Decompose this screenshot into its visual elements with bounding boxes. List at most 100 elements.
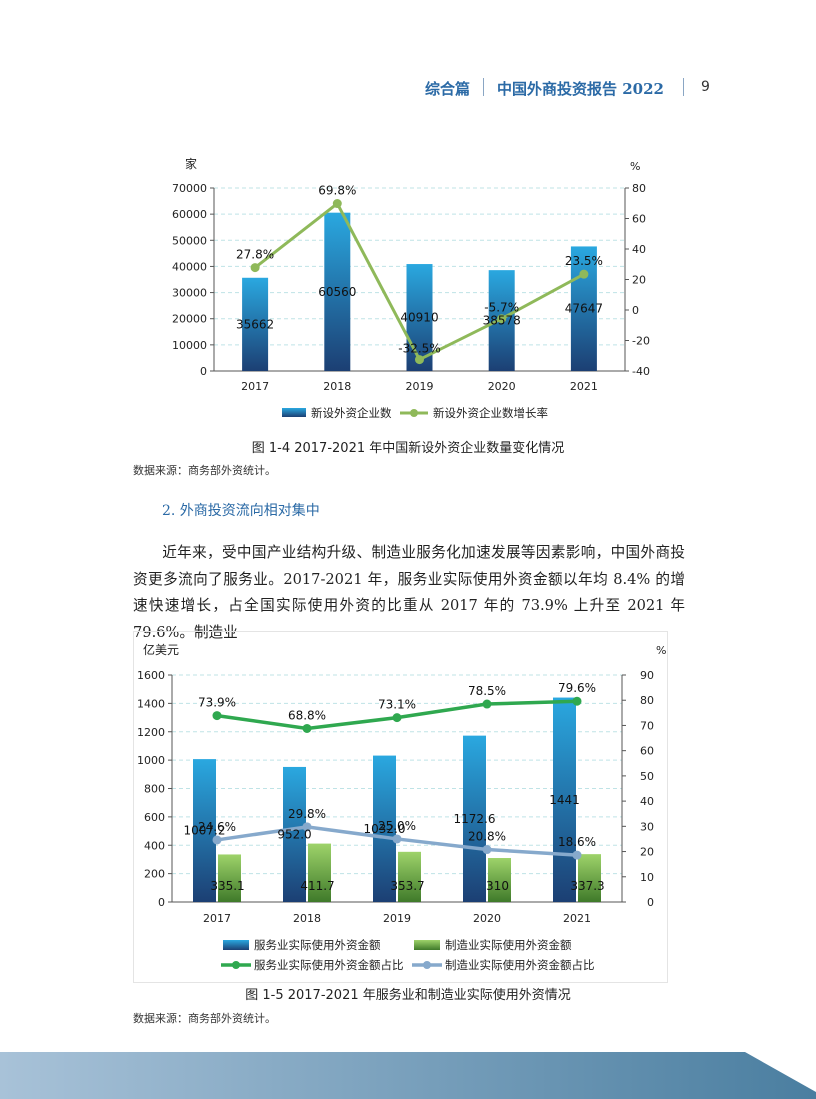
body-paragraph: 近年来，受中国产业结构升级、制造业服务化加速发展等因素影响，中国外商投资更多流向…	[133, 544, 685, 641]
left-axis-tick-label: 200	[144, 868, 165, 881]
figure-1-source: 数据来源：商务部外资统计。	[133, 464, 276, 477]
line-data-label: 23.5%	[565, 254, 603, 268]
x-axis-tick-label: 2019	[406, 380, 434, 393]
line-data-label: 24.6%	[198, 820, 236, 834]
line-data-label: 68.8%	[288, 708, 326, 722]
right-axis-tick-label: 20	[640, 846, 654, 859]
left-axis-unit: 家	[185, 156, 197, 171]
left-axis-tick-label: 60000	[172, 208, 207, 221]
header-report-title: 中国外商投资报告 2022	[497, 80, 664, 98]
bar-manufacturing-fdi	[308, 843, 331, 902]
line-data-label: 18.6%	[558, 835, 596, 849]
right-axis-tick-label: 20	[632, 274, 646, 287]
left-axis-tick-label: 40000	[172, 260, 207, 273]
bar-services-fdi	[283, 766, 306, 902]
legend-label: 制造业实际使用外资金额占比	[445, 958, 595, 972]
bar-new-enterprises	[406, 264, 433, 371]
legend-swatch-marker	[423, 961, 431, 969]
left-axis-tick-label: 1000	[137, 754, 165, 767]
legend-label: 制造业实际使用外资金额	[445, 938, 572, 952]
legend-label: 新设外资企业数	[311, 406, 392, 420]
bar-services-fdi	[553, 697, 576, 902]
figure-2-caption: 图 1-5 2017-2021 年服务业和制造业实际使用外资情况	[245, 988, 571, 1003]
growth-rate-point	[579, 269, 589, 279]
bar-services-fdi	[193, 759, 216, 902]
x-axis-tick-label: 2018	[323, 380, 351, 393]
left-axis-unit: 亿美元	[143, 642, 179, 657]
services-share-line-point	[302, 723, 312, 733]
bar-data-label: 310	[486, 879, 509, 893]
bar-data-label: 1441	[549, 793, 580, 807]
right-axis-tick-label: 0	[647, 896, 654, 909]
services-share-line-point	[482, 699, 492, 709]
line-data-label: 73.1%	[378, 698, 416, 712]
right-axis-tick-label: 10	[640, 871, 654, 884]
manufacturing-share-line-point	[482, 845, 492, 855]
x-axis-tick-label: 2021	[570, 380, 598, 393]
line-data-label: 73.9%	[198, 696, 236, 710]
line-data-label: 27.8%	[236, 248, 274, 262]
bar-data-label: 335.1	[210, 879, 244, 893]
left-axis-tick-label: 10000	[172, 339, 207, 352]
right-axis-tick-label: 0	[632, 304, 639, 317]
left-axis-tick-label: 30000	[172, 287, 207, 300]
bar-manufacturing-fdi	[218, 854, 241, 902]
manufacturing-share-line-point	[572, 850, 582, 860]
bar-data-label: 1172.6	[454, 812, 496, 826]
left-axis-tick-label: 0	[200, 365, 207, 378]
x-axis-tick-label: 2017	[203, 912, 231, 925]
growth-rate-point	[250, 263, 260, 273]
legend-swatch-bar	[282, 408, 306, 417]
left-axis-tick-label: 1400	[137, 697, 165, 710]
bar-services-fdi	[463, 735, 486, 902]
left-axis-tick-label: 800	[144, 783, 165, 796]
figure-2-chart: 0 200 400 600 800 1000 1200 1400 1600 0 10 20 30 40 50…	[137, 642, 666, 972]
legend-label: 服务业实际使用外资金额占比	[254, 958, 404, 972]
right-axis-tick-label: 60	[640, 745, 654, 758]
line-data-label: 25.0%	[378, 819, 416, 833]
bar-data-label: 353.7	[390, 879, 424, 893]
bar-services-fdi	[373, 755, 396, 902]
line-data-label: -5.7%	[484, 301, 519, 315]
left-axis-tick-label: 20000	[172, 313, 207, 326]
right-axis-tick-label: 40	[640, 795, 654, 808]
left-axis-tick-label: 1600	[137, 669, 165, 682]
right-axis-tick-label: 90	[640, 669, 654, 682]
left-axis-tick-label: 50000	[172, 234, 207, 247]
legend-label: 新设外资企业数增长率	[433, 406, 548, 420]
section-heading: 2. 外商投资流向相对集中	[162, 503, 320, 519]
bar-data-label: 40910	[400, 311, 438, 325]
bar-data-label: 952.0	[277, 827, 311, 841]
left-axis-tick-label: 600	[144, 811, 165, 824]
x-axis-tick-label: 2020	[473, 912, 501, 925]
growth-rate-point	[497, 314, 507, 324]
running-header: 综合篇 中国外商投资报告 2022 9	[0, 76, 816, 100]
legend-label: 服务业实际使用外资金额	[254, 938, 381, 952]
right-axis-tick-label: 80	[640, 694, 654, 707]
header-separator	[683, 78, 684, 96]
right-axis-unit: %	[630, 160, 640, 173]
x-axis-tick-label: 2019	[383, 912, 411, 925]
bar-data-label: 1007.2	[184, 824, 226, 838]
legend-swatch-bar	[414, 940, 440, 950]
services-share-line-point	[392, 713, 402, 723]
right-axis-tick-label: 80	[632, 182, 646, 195]
legend-swatch-marker	[232, 961, 240, 969]
header-separator	[483, 78, 484, 96]
bar-data-label: 35662	[236, 317, 274, 331]
bar-data-label: 337.3	[570, 879, 604, 893]
line-data-label: 29.8%	[288, 807, 326, 821]
services-share-line-point	[572, 696, 582, 706]
x-axis-tick-label: 2018	[293, 912, 321, 925]
line-data-label: 69.8%	[318, 184, 356, 198]
figure-1-chart: 0 10000 20000 30000 40000 50000 60000 70000 -40 -…	[172, 156, 650, 420]
x-axis-tick-label: 2017	[241, 380, 269, 393]
right-axis-tick-label: 70	[640, 719, 654, 732]
growth-rate-point	[332, 199, 342, 209]
manufacturing-share-line-point	[302, 822, 312, 832]
left-axis-tick-label: 1200	[137, 726, 165, 739]
left-axis-tick-label: 0	[158, 896, 165, 909]
right-axis-tick-label: -40	[632, 365, 650, 378]
right-axis-tick-label: 50	[640, 770, 654, 783]
left-axis-tick-label: 400	[144, 839, 165, 852]
